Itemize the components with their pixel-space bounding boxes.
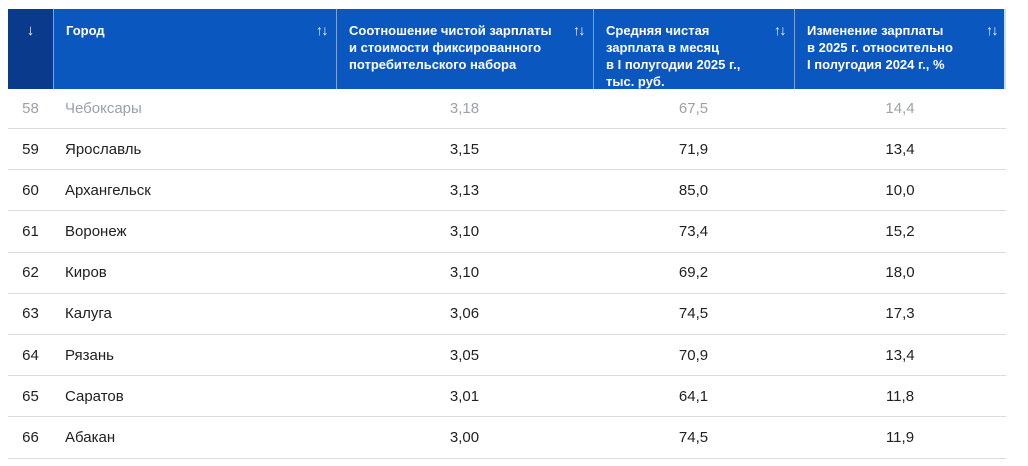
- rank-cell: 61: [22, 222, 39, 240]
- table-row: 66 Абакан 3,00 74,5 11,9: [8, 417, 1006, 459]
- sort-descending-icon[interactable]: ↓: [26, 22, 35, 39]
- change-cell: 13,4: [885, 140, 915, 158]
- city-salary-rating-table: ↓ Город ↑↓ Соотношение чистой зарплаты и…: [8, 9, 1006, 459]
- column-header-city[interactable]: Город ↑↓: [53, 9, 336, 89]
- table-row: 61 Воронеж 3,10 73,4 15,2: [8, 211, 1006, 253]
- city-cell: Рязань: [65, 346, 114, 364]
- salary-cell: 69,2: [678, 264, 709, 282]
- ratio-cell: 3,10: [449, 222, 480, 240]
- rank-cell: 59: [22, 140, 39, 158]
- column-header-salary[interactable]: Средняя чистая зарплата в месяц в I полу…: [593, 9, 794, 89]
- salary-cell: 71,9: [678, 140, 709, 158]
- column-header-city-label: Город: [66, 23, 105, 38]
- city-cell: Чебоксары: [65, 100, 142, 117]
- table-row: 59 Ярославль 3,15 71,9 13,4: [8, 129, 1006, 171]
- change-cell: 11,8: [885, 387, 915, 405]
- change-cell: 13,4: [885, 346, 915, 364]
- change-cell: 18,0: [885, 264, 915, 282]
- sort-icon[interactable]: ↑↓: [774, 22, 787, 38]
- salary-cell: 64,1: [678, 387, 709, 405]
- sort-icon[interactable]: ↑↓: [573, 22, 586, 38]
- city-cell: Киров: [65, 264, 107, 282]
- salary-cell: 74,5: [678, 305, 709, 323]
- column-header-salary-label: Средняя чистая зарплата в месяц в I полу…: [606, 23, 741, 89]
- table-row: 60 Архангельск 3,13 85,0 10,0: [8, 170, 1006, 212]
- city-cell: Воронеж: [65, 222, 127, 240]
- ratio-cell: 3,13: [449, 181, 480, 199]
- salary-cell: 70,9: [678, 346, 709, 364]
- rank-cell: 60: [22, 181, 39, 199]
- table-body: 58 Чебоксары 3,18 67,5 14,4 59 Ярославль…: [8, 89, 1006, 459]
- ratio-cell: 3,18: [449, 100, 480, 117]
- city-cell: Саратов: [65, 387, 124, 405]
- rank-cell: 62: [22, 264, 39, 282]
- ratio-cell: 3,01: [449, 387, 480, 405]
- column-header-rank[interactable]: ↓: [8, 9, 53, 89]
- sort-icon[interactable]: ↑↓: [986, 22, 999, 38]
- rank-cell: 64: [22, 346, 39, 364]
- table-row: 64 Рязань 3,05 70,9 13,4: [8, 335, 1006, 377]
- change-cell: 15,2: [885, 222, 915, 240]
- table-row: 65 Саратов 3,01 64,1 11,8: [8, 376, 1006, 418]
- column-header-ratio[interactable]: Соотношение чистой зарплаты и стоимости …: [336, 9, 593, 89]
- ratio-cell: 3,10: [449, 264, 480, 282]
- change-cell: 14,4: [885, 100, 915, 117]
- change-cell: 11,9: [885, 428, 915, 446]
- salary-cell: 73,4: [678, 222, 709, 240]
- table-row: 63 Калуга 3,06 74,5 17,3: [8, 294, 1006, 335]
- salary-cell: 67,5: [678, 100, 709, 117]
- column-header-ratio-label: Соотношение чистой зарплаты и стоимости …: [349, 23, 552, 72]
- rank-cell: 58: [22, 100, 39, 117]
- ratio-cell: 3,15: [449, 140, 480, 158]
- rank-cell: 63: [22, 305, 39, 323]
- city-cell: Ярославль: [65, 140, 142, 158]
- column-header-change-label: Изменение зарплаты в 2025 г. относительн…: [807, 23, 953, 72]
- ratio-cell: 3,00: [449, 428, 480, 446]
- table-header-row: ↓ Город ↑↓ Соотношение чистой зарплаты и…: [8, 9, 1006, 89]
- change-cell: 17,3: [885, 305, 915, 323]
- rank-cell: 65: [22, 387, 39, 405]
- ratio-cell: 3,06: [449, 305, 480, 323]
- salary-cell: 85,0: [678, 181, 709, 199]
- table-row: 58 Чебоксары 3,18 67,5 14,4: [8, 89, 1006, 129]
- sort-icon[interactable]: ↑↓: [316, 22, 329, 38]
- salary-cell: 74,5: [678, 428, 709, 446]
- city-cell: Калуга: [65, 305, 112, 323]
- change-cell: 10,0: [885, 181, 915, 199]
- column-header-change[interactable]: Изменение зарплаты в 2025 г. относительн…: [794, 9, 1006, 89]
- table-row: 62 Киров 3,10 69,2 18,0: [8, 253, 1006, 294]
- city-cell: Абакан: [65, 428, 116, 446]
- rank-cell: 66: [22, 428, 39, 446]
- city-cell: Архангельск: [65, 181, 151, 199]
- ratio-cell: 3,05: [449, 346, 480, 364]
